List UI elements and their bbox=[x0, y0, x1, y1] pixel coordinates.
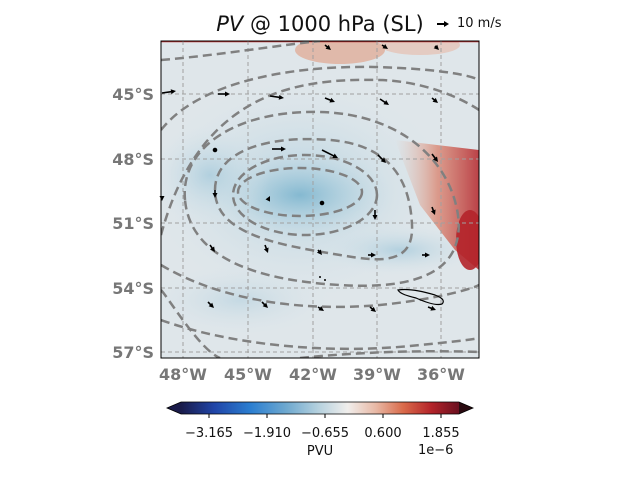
lat-tick-label: 57°S bbox=[112, 343, 154, 362]
wind-arrow bbox=[263, 244, 269, 253]
island-dot bbox=[319, 276, 321, 278]
wind-arrow bbox=[212, 190, 218, 198]
colorbar-tick-label: −3.165 bbox=[185, 426, 233, 441]
contour bbox=[231, 153, 379, 237]
map-frame bbox=[160, 40, 480, 359]
wind-arrow bbox=[422, 252, 430, 258]
wind-arrow bbox=[324, 97, 335, 103]
colorbar-tick-label: 1.855 bbox=[422, 426, 459, 441]
wind-arrow bbox=[261, 301, 268, 308]
contour bbox=[161, 78, 479, 236]
wind-arrow bbox=[269, 94, 284, 100]
wind-arrow bbox=[212, 147, 218, 153]
wind-vectors bbox=[159, 44, 439, 312]
colorbar-tick-label: 0.600 bbox=[364, 426, 401, 441]
wind-arrow bbox=[316, 249, 322, 255]
colorbar-max-extend bbox=[459, 402, 473, 414]
lat-tick-label: 45°S bbox=[112, 85, 154, 104]
pressure-contours bbox=[161, 41, 479, 358]
wind-arrow bbox=[218, 91, 230, 97]
lat-tick-label: 51°S bbox=[112, 214, 154, 233]
reference-vector-label: 10 m/s bbox=[457, 16, 502, 31]
wind-arrow bbox=[381, 44, 388, 49]
wind-arrow bbox=[319, 200, 325, 206]
contour bbox=[236, 166, 364, 218]
wind-arrow bbox=[209, 244, 215, 252]
lat-tick-labels: 45°S 48°S 51°S 54°S 57°S bbox=[112, 85, 154, 362]
colorbar: −3.165 −1.910 −0.655 0.600 1.855 bbox=[165, 401, 475, 441]
wind-arrow bbox=[427, 305, 436, 311]
colorbar-gradient bbox=[181, 402, 459, 414]
lon-tick-label: 42°W bbox=[289, 365, 337, 384]
contour bbox=[161, 65, 479, 131]
wind-arrow bbox=[431, 97, 438, 103]
wind-arrow bbox=[430, 206, 436, 215]
colorbar-tick-label: −0.655 bbox=[301, 426, 349, 441]
lon-tick-label: 36°W bbox=[417, 365, 465, 384]
contour bbox=[161, 263, 479, 309]
wind-arrow bbox=[317, 306, 324, 311]
colorbar-exponent: 1e−6 bbox=[418, 443, 454, 458]
wind-arrow bbox=[431, 153, 438, 162]
wind-arrow bbox=[324, 44, 331, 50]
wind-arrow bbox=[265, 196, 270, 202]
colorbar-label: PVU bbox=[306, 444, 334, 459]
wind-arrow bbox=[377, 154, 386, 163]
wind-arrow bbox=[272, 146, 286, 152]
lon-tick-labels: 48°W 45°W 42°W 39°W 36°W bbox=[159, 365, 465, 384]
contour bbox=[299, 350, 479, 358]
wind-arrow bbox=[161, 89, 176, 95]
contour bbox=[213, 137, 414, 261]
lon-tick-label: 45°W bbox=[224, 365, 272, 384]
island-coastline bbox=[397, 288, 444, 306]
contour bbox=[183, 110, 460, 287]
lat-tick-label: 54°S bbox=[112, 279, 154, 298]
wind-arrow bbox=[368, 252, 376, 258]
lon-tick-label: 48°W bbox=[159, 365, 207, 384]
colorbar-min-extend bbox=[167, 402, 181, 414]
title-variable: PV bbox=[216, 12, 244, 36]
island-dot bbox=[324, 279, 326, 281]
contour bbox=[161, 41, 321, 62]
wind-arrow bbox=[433, 44, 439, 50]
lat-tick-label: 48°S bbox=[112, 150, 154, 169]
wind-arrow bbox=[369, 306, 376, 312]
colorbar-tick-label: −1.910 bbox=[243, 426, 291, 441]
wind-arrow bbox=[321, 149, 338, 158]
contour bbox=[161, 318, 479, 351]
wind-arrow bbox=[372, 210, 378, 220]
contour bbox=[161, 289, 221, 358]
lon-tick-label: 39°W bbox=[353, 365, 401, 384]
wind-arrow bbox=[379, 98, 389, 105]
reference-arrow-icon bbox=[437, 21, 449, 27]
title-rest: @ 1000 hPa (SL) bbox=[243, 12, 424, 36]
wind-arrow bbox=[207, 301, 214, 308]
map-title: PV @ 1000 hPa (SL) bbox=[0, 12, 640, 36]
